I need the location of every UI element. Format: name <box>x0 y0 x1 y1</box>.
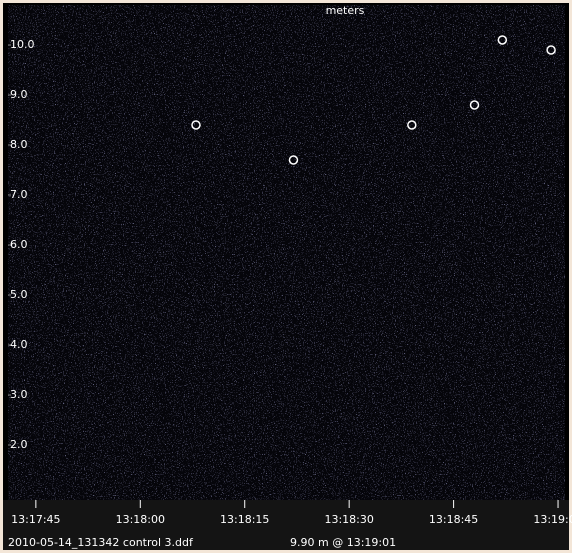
echo-noise <box>8 5 565 500</box>
y-tick-label: 7.0 <box>10 188 28 201</box>
footer-file: 2010-05-14_131342 control 3.ddf <box>8 536 194 549</box>
y-tick-label: 10.0 <box>10 38 35 51</box>
y-tick-label: 3.0 <box>10 388 28 401</box>
y-tick-label: 4.0 <box>10 338 28 351</box>
y-tick-label: 2.0 <box>10 438 28 451</box>
x-tick-label: 13:18:15 <box>220 513 269 526</box>
echogram-window: meters 2010-05-14_131342 control 3.ddf 9… <box>0 0 572 553</box>
y-tick-label: 8.0 <box>10 138 28 151</box>
x-tick-label: 13:18:30 <box>324 513 373 526</box>
y-axis-label: meters <box>326 4 365 17</box>
y-tick-label: 9.0 <box>10 88 28 101</box>
page: {"chart_data": {"type": "scatter", "y_la… <box>0 0 572 553</box>
x-tick-label: 13:19:00 <box>533 513 572 526</box>
x-tick-label: 13:17:45 <box>11 513 60 526</box>
y-tick-label: 6.0 <box>10 238 28 251</box>
footer-status: 9.90 m @ 13:19:01 <box>290 536 396 549</box>
x-tick-label: 13:18:00 <box>116 513 165 526</box>
x-tick-label: 13:18:45 <box>429 513 478 526</box>
y-tick-label: 5.0 <box>10 288 28 301</box>
